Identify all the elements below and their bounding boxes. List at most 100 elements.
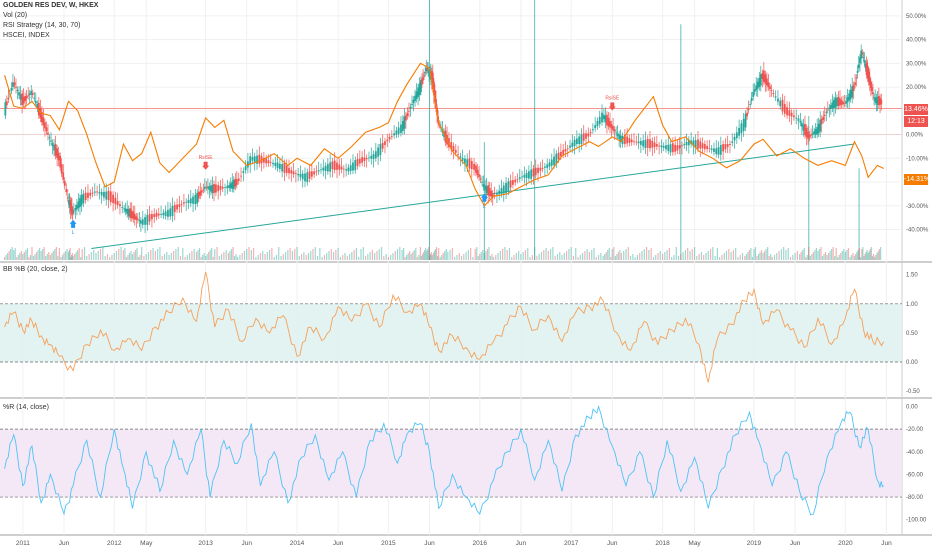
volume-bar — [143, 256, 145, 260]
volume-bar — [639, 253, 641, 260]
candle-body — [403, 116, 406, 129]
candle-body — [805, 127, 808, 138]
volume-bar — [643, 249, 645, 260]
volume-bar — [303, 252, 305, 260]
candle-body — [82, 193, 85, 204]
volume-bar — [657, 253, 659, 260]
candle-body — [114, 197, 117, 205]
volume-bar — [390, 255, 392, 260]
volume-bar — [843, 249, 845, 260]
volume-bar — [552, 247, 554, 260]
volume-bar — [502, 249, 504, 260]
candle-body — [479, 178, 482, 180]
candle-body — [51, 142, 54, 147]
volume-bar — [66, 249, 68, 260]
candle-body — [683, 144, 686, 146]
volume-bar — [150, 250, 152, 260]
volume-bar — [671, 257, 673, 260]
vol-legend[interactable]: Vol (20) — [3, 12, 28, 19]
candle-body — [405, 115, 407, 121]
volume-bar — [536, 256, 538, 260]
volume-bar — [705, 253, 707, 260]
candle-body — [217, 185, 220, 192]
volume-bar — [67, 252, 70, 260]
volume-bar — [195, 252, 198, 260]
volume-bar — [273, 257, 275, 260]
volume-bar — [661, 254, 664, 260]
volume-bar — [145, 254, 147, 260]
volume-bar — [376, 251, 378, 260]
candle-body — [761, 73, 764, 80]
candle-body — [207, 186, 209, 189]
candle-body — [167, 210, 169, 217]
candle-body — [361, 157, 364, 163]
candle-body — [349, 165, 352, 171]
candle-body — [310, 171, 313, 177]
volume-bar — [559, 252, 561, 260]
candle-body — [87, 192, 89, 198]
candle-body — [28, 93, 31, 95]
volume-bar — [71, 253, 73, 260]
compare-legend[interactable]: HSCEI, INDEX — [3, 32, 50, 39]
volume-bar — [812, 252, 814, 260]
volume-bar — [203, 253, 205, 260]
volume-bar — [773, 255, 776, 260]
volume-bar — [409, 251, 411, 260]
volume-bar — [480, 252, 482, 260]
candle-body — [546, 164, 549, 168]
candle-body — [290, 170, 293, 174]
candle-body — [408, 110, 410, 112]
volume-bar — [214, 249, 216, 260]
candle-body — [609, 121, 611, 128]
x-tick-label: May — [140, 540, 153, 547]
volume-bar — [191, 251, 193, 260]
candle-body — [24, 96, 27, 102]
candle-body — [139, 220, 142, 224]
candle-body — [523, 174, 526, 178]
volume-bar — [289, 248, 291, 260]
volume-bar — [113, 253, 115, 260]
candle-body — [370, 155, 373, 159]
volume-bar — [668, 248, 671, 260]
volume-bar — [871, 256, 874, 260]
candle-body — [200, 190, 203, 193]
candle-body — [715, 148, 718, 154]
sell-signal-arrow — [202, 161, 210, 170]
volume-bar — [425, 248, 427, 260]
volume-bar — [284, 252, 287, 260]
candle-body — [326, 164, 329, 172]
candle-body — [454, 149, 457, 153]
candle-body — [866, 67, 869, 79]
volume-bar — [852, 253, 854, 260]
volume-bar — [476, 247, 478, 260]
volume-bar — [3, 257, 6, 260]
volume-bar — [166, 252, 168, 260]
volume-bar — [34, 254, 36, 260]
candle-body — [548, 162, 551, 167]
volume-bar — [396, 249, 399, 260]
volume-bar — [458, 253, 460, 260]
candle-body — [826, 109, 829, 111]
volume-bar — [820, 247, 822, 260]
volume-bar — [776, 253, 778, 260]
bb-legend[interactable]: BB %B (20, close, 2) — [3, 266, 68, 273]
volume-bar — [531, 255, 533, 260]
symbol-title[interactable]: GOLDEN RES DEV, W, HKEX — [3, 2, 99, 9]
volume-bar — [827, 253, 830, 260]
candle-body — [669, 144, 672, 153]
volume-bar — [619, 250, 621, 260]
volume-bar — [762, 253, 764, 260]
volume-bar — [866, 250, 868, 260]
volume-bar — [54, 249, 56, 260]
volume-bar — [246, 249, 248, 260]
wr-legend[interactable]: %R (14, close) — [3, 404, 49, 411]
rsi-strategy-legend[interactable]: RSI Strategy (14, 30, 70) — [3, 22, 81, 29]
volume-bar — [765, 249, 767, 260]
volume-bar — [664, 252, 666, 260]
candle-body — [409, 107, 412, 109]
volume-bar — [163, 254, 166, 260]
candle-body — [301, 173, 304, 180]
volume-bar — [732, 250, 734, 260]
